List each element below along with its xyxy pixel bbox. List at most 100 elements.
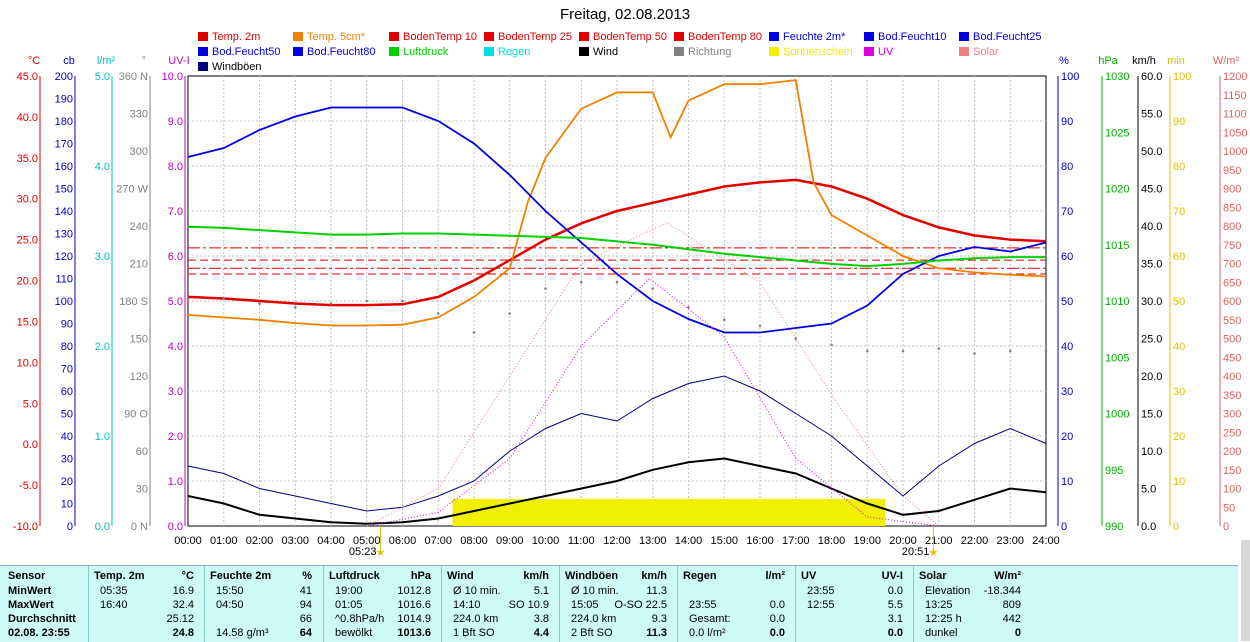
table-cell-value: 3.8: [533, 613, 549, 625]
table-header-unit: hPa: [410, 570, 431, 582]
x-tick-label: 09:00: [496, 535, 524, 547]
table-cell-value: SO 10.9: [508, 599, 549, 611]
table-cell-note: 224.0 km: [453, 613, 499, 625]
axis-tick-label: 100: [1173, 71, 1191, 83]
table-header: Solar: [919, 570, 947, 582]
legend-swatch: [293, 32, 303, 41]
axis-tick-label: 30.0: [17, 194, 38, 206]
table-header: Luftdruck: [329, 570, 380, 582]
table-divider: [204, 566, 205, 642]
legend-item: Luftdruck: [389, 46, 448, 58]
table-cell-note: 1 Bft SO: [453, 627, 495, 639]
axis-tick-label: 10.0: [162, 71, 183, 83]
axis-tick-label: 90: [1061, 116, 1073, 128]
direction-point: [544, 287, 547, 290]
axis-tick-label: 330: [130, 109, 148, 121]
table-header: Sensor: [8, 570, 46, 582]
legend-label: Luftdruck: [403, 46, 449, 58]
legend-swatch: [484, 47, 494, 56]
table-row-label: 02.08. 23:55: [8, 627, 70, 639]
direction-point: [937, 347, 941, 350]
axis-unit-label: l/m²: [97, 55, 116, 67]
table-cell-value: 5.1: [533, 585, 549, 597]
legend-label: Bod.Feucht10: [878, 31, 947, 43]
table-cell-value: 25.12: [166, 613, 194, 625]
axis-tick-label: 1000: [1105, 409, 1129, 421]
axis-tick-label: 50.0: [1141, 146, 1162, 158]
table-header: Windböen: [565, 570, 619, 582]
axis-tick-label: 60.0: [1141, 71, 1162, 83]
sunrise-star-icon: ★: [376, 547, 386, 559]
axis-tick-label: 40: [61, 431, 73, 443]
legend-item: BodenTemp 25: [484, 31, 572, 43]
x-tick-label: 00:00: [174, 535, 202, 547]
axis-tick-label: 160: [55, 161, 73, 173]
table-row-label: MinWert: [8, 585, 52, 597]
table-cell-value: 11.3: [646, 585, 667, 597]
legend-swatch: [389, 47, 399, 56]
x-tick-label: 10:00: [532, 535, 560, 547]
legend-item: BodenTemp 50: [579, 31, 667, 43]
legend-item: Sonnenschein: [769, 46, 853, 58]
axis-tick-label: 1015: [1105, 240, 1129, 252]
legend-item: BodenTemp 10: [389, 31, 477, 43]
axis-tick-label: 100: [1061, 71, 1079, 83]
axis-tick-label: 60: [1061, 251, 1073, 263]
axis-tick-label: 90 O: [124, 409, 148, 421]
direction-point: [651, 287, 655, 290]
table-divider: [913, 566, 914, 642]
axis-tick-label: 360 N: [119, 71, 148, 83]
legend-item: Windböen: [198, 61, 262, 73]
table-cell-note: dunkel: [925, 627, 958, 639]
legend-label: Temp. 5cm*: [307, 31, 366, 43]
vertical-scrollbar[interactable]: [1241, 540, 1250, 641]
axis-tick-label: 70: [61, 364, 73, 376]
axis-tick-label: 250: [1223, 427, 1241, 439]
table-cell-value: 0.0: [769, 627, 785, 639]
table-header: Temp. 2m: [94, 570, 145, 582]
table-cell-note: 14:10: [453, 599, 481, 611]
direction-point: [973, 352, 976, 355]
legend-item: Temp. 5cm*: [293, 31, 365, 43]
axis-tick-label: 20: [61, 476, 73, 488]
axis-tick-label: 1100: [1223, 109, 1247, 121]
x-tick-label: 08:00: [460, 535, 488, 547]
axis-tick-label: 110: [55, 274, 73, 286]
axis-tick-label: 400: [1223, 371, 1241, 383]
x-tick-label: 03:00: [281, 535, 309, 547]
axis-tick-label: 3.0: [168, 386, 183, 398]
x-tick-label: 11:00: [568, 535, 595, 547]
legend-swatch: [198, 47, 208, 56]
x-tick-label: 22:00: [961, 535, 989, 547]
table-header: Feuchte 2m: [210, 570, 272, 582]
table-cell-value: 5.5: [887, 599, 903, 611]
x-tick-label: 15:00: [710, 535, 738, 547]
table-divider: [88, 566, 89, 642]
axis-tick-label: 1050: [1223, 127, 1247, 139]
axis-tick-label: 1030: [1105, 71, 1129, 83]
axis-tick-label: 45.0: [1141, 184, 1162, 196]
table-cell-value: 442: [1002, 613, 1021, 625]
axis-tick-label: 3.0: [95, 251, 110, 263]
table-header-unit: UV-I: [881, 570, 903, 582]
legend-item: UV: [864, 46, 893, 58]
axis-tick-label: 500: [1223, 334, 1241, 346]
table-cell-note: 23:55: [807, 585, 835, 597]
chart-title: Freitag, 02.08.2013: [559, 6, 691, 23]
axis-tick-label: 30: [1173, 386, 1185, 398]
table-cell-value: 3.1: [887, 613, 903, 625]
x-tick-label: 04:00: [317, 535, 345, 547]
axis-tick-label: 150: [1223, 465, 1241, 477]
axis-tick-label: 995: [1105, 465, 1123, 477]
axis-tick-label: 20.0: [17, 276, 38, 288]
table-header-unit: km/h: [641, 570, 667, 582]
axis-tick-label: 200: [55, 71, 73, 83]
table-cell-value: 11.3: [646, 627, 667, 639]
legend-item: Temp. 2m: [198, 31, 260, 43]
axis-tick-label: 550: [1223, 315, 1241, 327]
table-cell-value: 94: [299, 599, 312, 611]
x-tick-label: 07:00: [424, 535, 452, 547]
axis-tick-label: 50: [61, 409, 73, 421]
axis-tick-label: 270 W: [116, 184, 148, 196]
axis-tick-label: 120: [55, 251, 73, 263]
